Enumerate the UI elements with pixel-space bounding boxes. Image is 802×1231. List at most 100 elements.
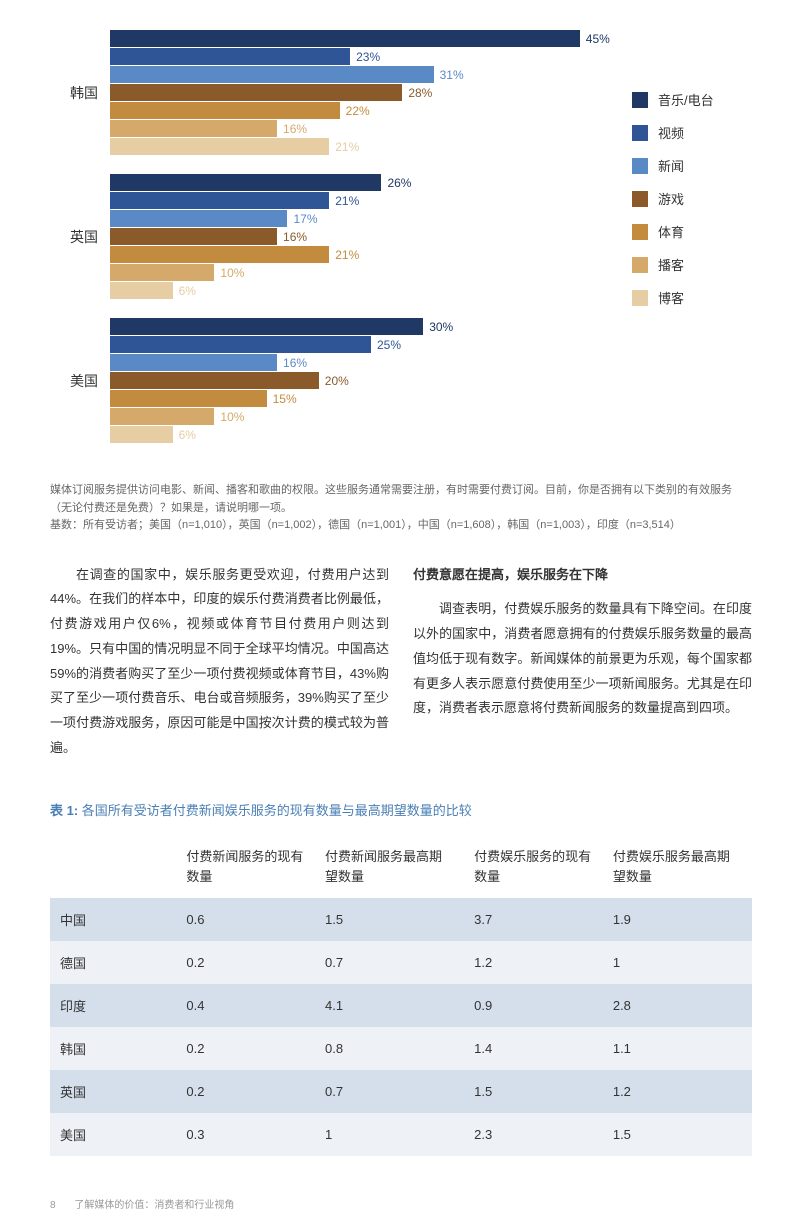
- legend-item: 博客: [632, 288, 752, 307]
- table-cell: 4.1: [315, 984, 464, 1027]
- legend-swatch: [632, 257, 648, 273]
- chart-bar: [110, 210, 287, 227]
- legend-item: 体育: [632, 222, 752, 241]
- page-footer: 8 了解媒体的价值：消费者和行业视角: [50, 1196, 752, 1211]
- subscription-bar-chart: 韩国45%23%31%28%22%16%21%英国26%21%17%16%21%…: [50, 30, 752, 462]
- table-cell: 1.2: [603, 1070, 752, 1113]
- table-cell: 1.5: [464, 1070, 603, 1113]
- chart-bar-row: 16%: [110, 228, 632, 245]
- chart-bar-value: 45%: [580, 32, 610, 46]
- chart-bar-value: 22%: [340, 104, 370, 118]
- chart-bar-row: 22%: [110, 102, 632, 119]
- table-cell: 0.3: [176, 1113, 315, 1156]
- chart-groups: 韩国45%23%31%28%22%16%21%英国26%21%17%16%21%…: [50, 30, 632, 462]
- body-right-column: 付费意愿在提高，娱乐服务在下降 调查表明，付费娱乐服务的数量具有下降空间。在印度…: [413, 563, 752, 771]
- chart-bar: [110, 354, 277, 371]
- table-cell: 2.8: [603, 984, 752, 1027]
- chart-bar-row: 30%: [110, 318, 632, 335]
- chart-group-label: 美国: [50, 371, 110, 391]
- chart-bar: [110, 120, 277, 137]
- legend-label: 新闻: [658, 156, 684, 175]
- chart-bars: 30%25%16%20%15%10%6%: [110, 318, 632, 444]
- table-cell: 韩国: [50, 1027, 176, 1070]
- legend-swatch: [632, 290, 648, 306]
- chart-group-label: 韩国: [50, 83, 110, 103]
- chart-bar-row: 16%: [110, 120, 632, 137]
- chart-bar: [110, 84, 402, 101]
- chart-group: 美国30%25%16%20%15%10%6%: [50, 318, 632, 444]
- legend-label: 视频: [658, 123, 684, 142]
- chart-bar-row: 21%: [110, 246, 632, 263]
- chart-bar-value: 31%: [434, 68, 464, 82]
- chart-bar: [110, 264, 214, 281]
- legend-item: 音乐/电台: [632, 90, 752, 109]
- table-cell: 1.2: [464, 941, 603, 984]
- chart-bar: [110, 138, 329, 155]
- chart-bar: [110, 228, 277, 245]
- table-title-text: 各国所有受访者付费新闻娱乐服务的现有数量与最高期望数量的比较: [82, 803, 472, 818]
- page-number: 8: [50, 1200, 56, 1211]
- body-left-p1: 在调查的国家中，娱乐服务更受欢迎，付费用户达到44%。在我们的样本中，印度的娱乐…: [50, 563, 389, 761]
- chart-bar-value: 21%: [329, 194, 359, 208]
- chart-footnote-line1: 媒体订阅服务提供访问电影、新闻、播客和歌曲的权限。这些服务通常需要注册，有时需要…: [50, 482, 752, 517]
- table-cell: 0.2: [176, 1070, 315, 1113]
- table-cell: 1.1: [603, 1027, 752, 1070]
- legend-label: 体育: [658, 222, 684, 241]
- table-head: 付费新闻服务的现有数量付费新闻服务最高期望数量付费娱乐服务的现有数量付费娱乐服务…: [50, 835, 752, 898]
- chart-bar: [110, 408, 214, 425]
- chart-bar: [110, 102, 340, 119]
- chart-bar-row: 23%: [110, 48, 632, 65]
- chart-bar-value: 10%: [214, 410, 244, 424]
- chart-bar-row: 31%: [110, 66, 632, 83]
- legend-label: 播客: [658, 255, 684, 274]
- chart-bar-value: 23%: [350, 50, 380, 64]
- chart-bar: [110, 282, 173, 299]
- table-cell: 0.2: [176, 941, 315, 984]
- chart-bar: [110, 246, 329, 263]
- table-cell: 1.9: [603, 898, 752, 941]
- table-row: 美国0.312.31.5: [50, 1113, 752, 1156]
- chart-bar-row: 17%: [110, 210, 632, 227]
- chart-bar-row: 6%: [110, 282, 632, 299]
- chart-bar-value: 17%: [287, 212, 317, 226]
- legend-label: 音乐/电台: [658, 90, 714, 109]
- table-column-header: 付费娱乐服务最高期望数量: [603, 835, 752, 898]
- table-row: 印度0.44.10.92.8: [50, 984, 752, 1027]
- table-cell: 英国: [50, 1070, 176, 1113]
- footer-title: 了解媒体的价值：消费者和行业视角: [74, 1200, 234, 1211]
- chart-bar-value: 6%: [173, 284, 196, 298]
- chart-bar: [110, 192, 329, 209]
- table-cell: 印度: [50, 984, 176, 1027]
- chart-bar: [110, 174, 381, 191]
- chart-footnote: 媒体订阅服务提供访问电影、新闻、播客和歌曲的权限。这些服务通常需要注册，有时需要…: [50, 482, 752, 535]
- chart-bar: [110, 426, 173, 443]
- chart-bar-row: 25%: [110, 336, 632, 353]
- table-row: 英国0.20.71.51.2: [50, 1070, 752, 1113]
- chart-group: 英国26%21%17%16%21%10%6%: [50, 174, 632, 300]
- table-cell: 0.7: [315, 1070, 464, 1113]
- chart-bar-row: 6%: [110, 426, 632, 443]
- body-right-p1: 调查表明，付费娱乐服务的数量具有下降空间。在印度以外的国家中，消费者愿意拥有的付…: [413, 597, 752, 720]
- chart-bar: [110, 66, 434, 83]
- chart-bar: [110, 48, 350, 65]
- chart-bar-row: 26%: [110, 174, 632, 191]
- legend-swatch: [632, 191, 648, 207]
- chart-bar: [110, 318, 423, 335]
- chart-bar-value: 25%: [371, 338, 401, 352]
- chart-bar-value: 28%: [402, 86, 432, 100]
- table-title-prefix: 表 1:: [50, 803, 78, 818]
- legend-label: 游戏: [658, 189, 684, 208]
- table-cell: 德国: [50, 941, 176, 984]
- chart-bar-row: 16%: [110, 354, 632, 371]
- chart-legend: 音乐/电台视频新闻游戏体育播客博客: [632, 30, 752, 462]
- table-column-header: 付费新闻服务最高期望数量: [315, 835, 464, 898]
- chart-bar: [110, 336, 371, 353]
- table-row: 韩国0.20.81.41.1: [50, 1027, 752, 1070]
- chart-bar-row: 15%: [110, 390, 632, 407]
- table-cell: 1: [315, 1113, 464, 1156]
- chart-bar: [110, 372, 319, 389]
- chart-bar-value: 21%: [329, 140, 359, 154]
- table-cell: 1.5: [315, 898, 464, 941]
- chart-bar-value: 21%: [329, 248, 359, 262]
- legend-item: 新闻: [632, 156, 752, 175]
